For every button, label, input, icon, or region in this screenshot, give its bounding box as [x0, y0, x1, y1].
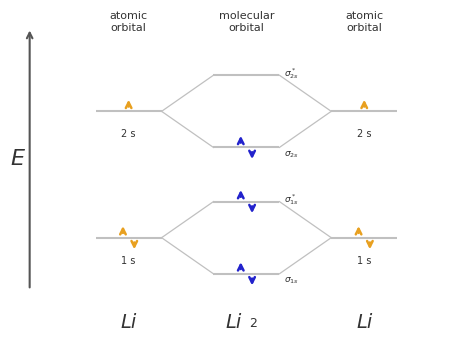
Text: 1 s: 1 s: [121, 256, 136, 266]
Text: 2: 2: [249, 317, 257, 330]
Text: $\sigma^*_{1s}$: $\sigma^*_{1s}$: [284, 192, 299, 207]
Text: $\sigma_{2s}$: $\sigma_{2s}$: [284, 149, 299, 160]
Text: atomic
orbital: atomic orbital: [345, 11, 383, 33]
Text: molecular
orbital: molecular orbital: [219, 11, 274, 33]
Text: 2 s: 2 s: [121, 129, 136, 140]
Text: 2 s: 2 s: [357, 129, 372, 140]
Text: $\sigma^*_{2s}$: $\sigma^*_{2s}$: [284, 66, 299, 81]
Text: Li: Li: [120, 313, 137, 332]
Text: 1 s: 1 s: [357, 256, 372, 266]
Text: $\sigma_{1s}$: $\sigma_{1s}$: [284, 275, 299, 286]
Text: Li: Li: [356, 313, 373, 332]
Text: atomic
orbital: atomic orbital: [109, 11, 148, 33]
Text: Li: Li: [226, 313, 242, 332]
Text: E: E: [11, 149, 25, 169]
